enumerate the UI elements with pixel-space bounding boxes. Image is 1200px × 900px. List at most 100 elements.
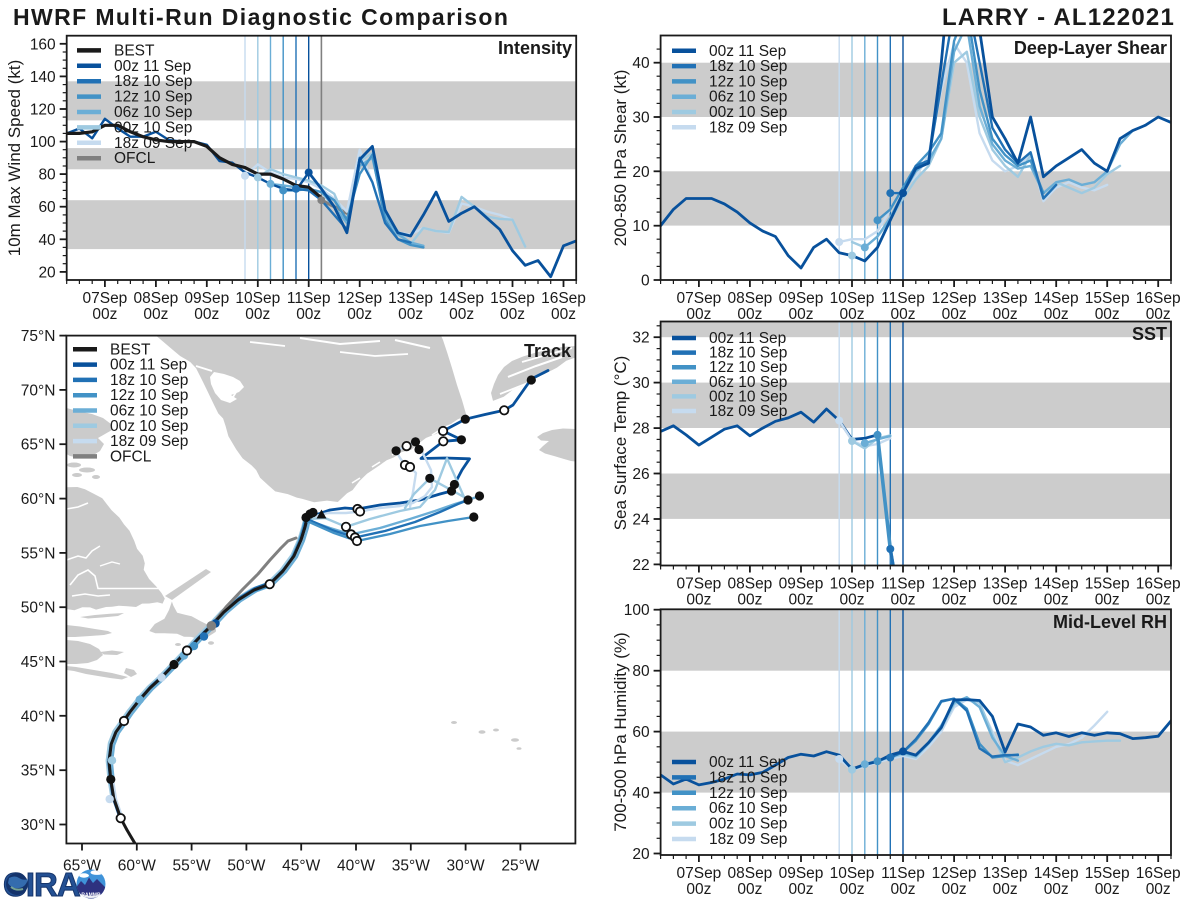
svg-text:06z 10 Sep: 06z 10 Sep: [709, 374, 787, 391]
svg-text:Track: Track: [524, 341, 572, 361]
svg-text:35°N: 35°N: [21, 763, 56, 780]
svg-text:120: 120: [30, 102, 56, 119]
svg-text:00z: 00z: [891, 881, 916, 898]
svg-text:00z 11 Sep: 00z 11 Sep: [114, 58, 191, 75]
svg-text:10Sep: 10Sep: [235, 290, 280, 307]
svg-text:07Sep: 07Sep: [676, 865, 721, 882]
svg-text:00z: 00z: [840, 881, 865, 898]
svg-text:28: 28: [632, 421, 649, 438]
svg-text:08Sep: 08Sep: [133, 290, 178, 307]
svg-text:40: 40: [38, 232, 56, 249]
svg-text:30°W: 30°W: [447, 858, 485, 875]
svg-text:00z: 00z: [891, 592, 916, 609]
svg-text:00z 11 Sep: 00z 11 Sep: [709, 754, 786, 771]
svg-text:13Sep: 13Sep: [983, 865, 1028, 882]
svg-text:12Sep: 12Sep: [337, 290, 382, 307]
svg-text:14Sep: 14Sep: [1034, 576, 1079, 593]
svg-text:06z 10 Sep: 06z 10 Sep: [114, 104, 192, 121]
svg-text:LARRY - AL122021: LARRY - AL122021: [942, 4, 1175, 31]
svg-text:65°N: 65°N: [21, 437, 56, 454]
svg-text:SST: SST: [1132, 324, 1167, 344]
svg-text:09Sep: 09Sep: [779, 865, 824, 882]
svg-text:00z: 00z: [737, 592, 762, 609]
svg-text:00z: 00z: [143, 306, 168, 323]
svg-text:00z: 00z: [789, 881, 814, 898]
svg-text:20: 20: [38, 264, 56, 281]
svg-text:BEST: BEST: [110, 341, 151, 358]
svg-text:30: 30: [632, 110, 650, 127]
svg-text:80: 80: [38, 167, 56, 184]
svg-text:06z 10 Sep: 06z 10 Sep: [709, 800, 787, 817]
svg-text:HWRF Multi-Run Diagnostic Comp: HWRF Multi-Run Diagnostic Comparison: [13, 4, 509, 30]
svg-text:11Sep: 11Sep: [881, 865, 925, 882]
svg-text:00z 10 Sep: 00z 10 Sep: [709, 388, 787, 405]
svg-text:11Sep: 11Sep: [287, 290, 331, 307]
svg-text:12z 10 Sep: 12z 10 Sep: [709, 73, 787, 90]
svg-text:11Sep: 11Sep: [881, 290, 925, 307]
svg-text:00z 11 Sep: 00z 11 Sep: [709, 43, 786, 60]
svg-text:15Sep: 15Sep: [1085, 290, 1130, 307]
svg-text:08Sep: 08Sep: [727, 865, 772, 882]
svg-text:32: 32: [632, 330, 649, 347]
svg-text:10Sep: 10Sep: [830, 576, 875, 593]
svg-text:140: 140: [30, 69, 56, 86]
svg-text:09Sep: 09Sep: [779, 576, 824, 593]
svg-text:20: 20: [632, 164, 650, 181]
svg-text:14Sep: 14Sep: [1034, 290, 1079, 307]
svg-text:00z: 00z: [1146, 306, 1171, 323]
svg-text:12z 10 Sep: 12z 10 Sep: [709, 359, 787, 376]
svg-text:00z 11 Sep: 00z 11 Sep: [110, 357, 187, 374]
svg-text:08Sep: 08Sep: [727, 576, 772, 593]
svg-text:18z 09 Sep: 18z 09 Sep: [709, 403, 787, 420]
svg-text:15Sep: 15Sep: [1085, 576, 1130, 593]
svg-text:00z 10 Sep: 00z 10 Sep: [110, 418, 188, 435]
svg-text:70°N: 70°N: [21, 382, 56, 399]
svg-text:50°W: 50°W: [227, 858, 265, 875]
svg-text:18z 09 Sep: 18z 09 Sep: [709, 831, 787, 848]
svg-text:12Sep: 12Sep: [932, 290, 977, 307]
svg-text:16Sep: 16Sep: [1136, 290, 1181, 307]
svg-text:06z 10 Sep: 06z 10 Sep: [110, 403, 188, 420]
svg-text:00z: 00z: [891, 306, 916, 323]
svg-text:60: 60: [38, 199, 56, 216]
svg-text:08Sep: 08Sep: [727, 290, 772, 307]
svg-text:18z 09 Sep: 18z 09 Sep: [114, 135, 192, 152]
svg-text:16Sep: 16Sep: [1136, 865, 1181, 882]
svg-text:00z: 00z: [840, 306, 865, 323]
svg-text:00z: 00z: [551, 306, 576, 323]
svg-text:40: 40: [632, 785, 650, 802]
svg-text:Sea Surface Temp (°C): Sea Surface Temp (°C): [611, 356, 630, 531]
svg-text:15Sep: 15Sep: [1085, 865, 1130, 882]
svg-text:10Sep: 10Sep: [830, 290, 875, 307]
svg-text:09Sep: 09Sep: [779, 290, 824, 307]
svg-text:00z: 00z: [686, 592, 711, 609]
svg-text:18z 10 Sep: 18z 10 Sep: [114, 73, 192, 90]
svg-text:00z: 00z: [1044, 592, 1069, 609]
svg-text:100: 100: [30, 134, 56, 151]
svg-text:Intensity: Intensity: [498, 38, 572, 58]
svg-text:00z: 00z: [245, 306, 270, 323]
svg-text:11Sep: 11Sep: [881, 576, 925, 593]
svg-text:00z: 00z: [942, 881, 967, 898]
svg-text:Deep-Layer Shear: Deep-Layer Shear: [1014, 38, 1167, 58]
svg-text:18z 10 Sep: 18z 10 Sep: [709, 345, 787, 362]
svg-text:00z: 00z: [296, 306, 321, 323]
svg-text:18z 10 Sep: 18z 10 Sep: [709, 769, 787, 786]
svg-text:18z 10 Sep: 18z 10 Sep: [110, 372, 188, 389]
svg-text:06z 10 Sep: 06z 10 Sep: [709, 89, 787, 106]
svg-text:RAMMB: RAMMB: [81, 893, 101, 899]
svg-text:00z 11 Sep: 00z 11 Sep: [709, 330, 786, 347]
svg-text:00z: 00z: [942, 592, 967, 609]
svg-text:00z: 00z: [737, 306, 762, 323]
svg-text:00z: 00z: [840, 592, 865, 609]
svg-text:00z: 00z: [1044, 881, 1069, 898]
svg-text:13Sep: 13Sep: [388, 290, 433, 307]
svg-text:00z: 00z: [1095, 881, 1120, 898]
svg-text:15Sep: 15Sep: [490, 290, 535, 307]
svg-text:00z: 00z: [942, 306, 967, 323]
svg-text:14Sep: 14Sep: [439, 290, 484, 307]
svg-text:00z: 00z: [398, 306, 423, 323]
svg-text:0: 0: [641, 273, 650, 290]
svg-text:12Sep: 12Sep: [932, 576, 977, 593]
svg-text:40: 40: [632, 55, 650, 72]
